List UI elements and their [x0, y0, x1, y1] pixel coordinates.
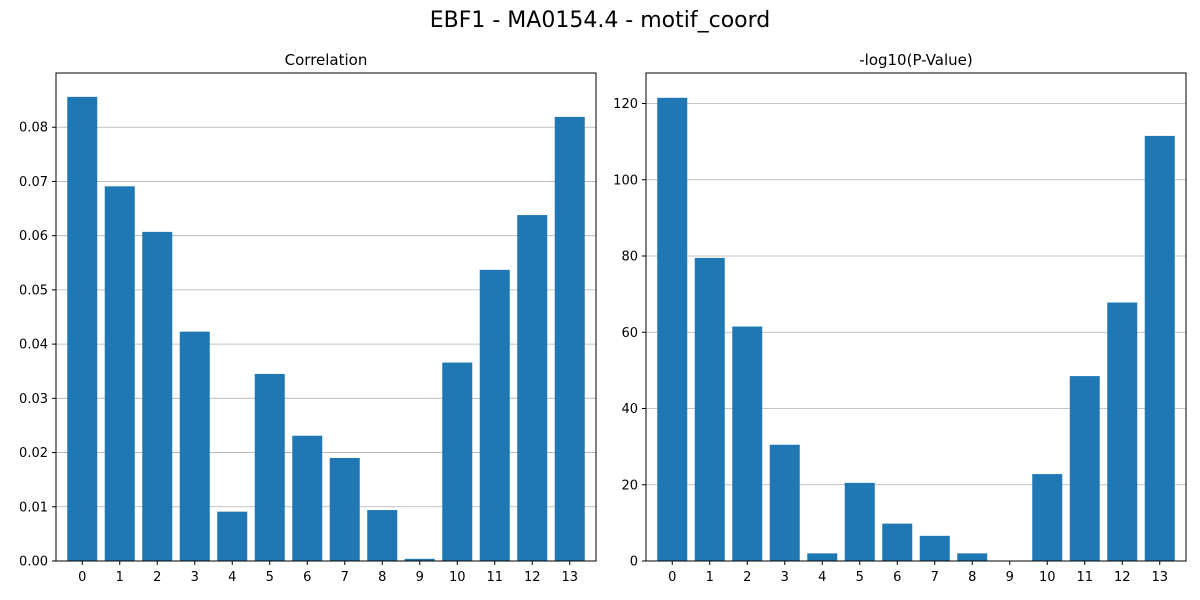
bar-5 [844, 482, 875, 561]
x-tick-label: 7 [931, 570, 939, 585]
axes-frame [645, 72, 1187, 562]
bar-6 [292, 435, 323, 561]
x-tick-label: 9 [1006, 570, 1014, 585]
y-tick-label: 0.04 [19, 338, 48, 353]
x-tick-label: 5 [856, 570, 864, 585]
x-tick-label: 3 [781, 570, 789, 585]
x-tick-label: 11 [486, 570, 503, 585]
x-tick-label: 6 [893, 570, 901, 585]
bar-7 [329, 457, 360, 561]
chart-panel-1: 0.000.010.020.030.040.050.060.070.080 1 2 3… [19, 51, 597, 585]
y-tick-label: 0.02 [19, 446, 48, 461]
x-tick-label: 13 [561, 570, 578, 585]
x-tick-label: 1 [706, 570, 714, 585]
bar-4 [217, 511, 248, 561]
axes-frame [55, 72, 597, 562]
y-tick-label: 40 [621, 402, 638, 417]
bar-8 [367, 510, 398, 561]
y-tick-label: 0.00 [19, 555, 48, 570]
bar-2 [142, 231, 173, 562]
bar-3 [769, 444, 800, 561]
y-tick-label: 60 [621, 326, 638, 341]
y-tick-label: 0.06 [19, 229, 48, 244]
y-tick-label: 0.05 [19, 283, 48, 298]
x-tick-label: 12 [1114, 570, 1131, 585]
x-tick-label: 3 [191, 570, 199, 585]
bar-10 [442, 362, 473, 561]
bar-11 [1069, 376, 1100, 561]
bar-13 [554, 116, 585, 562]
x-tick-label: 8 [968, 570, 976, 585]
chart-title: -log10(P-Value) [859, 51, 973, 69]
bar-6 [882, 523, 913, 561]
figure-title: EBF1 - MA0154.4 - motif_coord [429, 8, 771, 33]
y-tick-label: 20 [621, 478, 638, 493]
x-tick-label: 8 [378, 570, 386, 585]
x-tick-label: 6 [303, 570, 311, 585]
bar-0 [657, 97, 688, 561]
y-tick-label: 100 [613, 173, 638, 188]
x-tick-label: 2 [743, 570, 751, 585]
x-tick-label: 7 [341, 570, 349, 585]
bar-9 [404, 558, 435, 561]
bar-11 [479, 269, 510, 561]
x-tick-label: 4 [818, 570, 826, 585]
x-tick-label: 9 [416, 570, 424, 585]
bar-2 [732, 326, 763, 561]
x-tick-label: 10 [449, 570, 466, 585]
x-tick-label: 11 [1076, 570, 1093, 585]
bar-1 [694, 257, 725, 561]
x-tick-label: 0 [78, 570, 86, 585]
bar-12 [1107, 302, 1138, 561]
bar-8 [957, 553, 988, 561]
bar-4 [807, 553, 838, 561]
x-tick-label: 1 [116, 570, 124, 585]
chart-title: Correlation [285, 51, 368, 69]
x-tick-label: 12 [524, 570, 541, 585]
y-tick-label: 120 [613, 97, 638, 112]
bar-7 [919, 535, 950, 561]
bar-5 [254, 373, 285, 561]
bar-0 [67, 96, 98, 561]
bar-10 [1032, 474, 1063, 561]
bar-12 [517, 215, 548, 561]
y-tick-label: 0.03 [19, 392, 48, 407]
y-tick-label: 0.01 [19, 500, 48, 515]
x-tick-label: 2 [153, 570, 161, 585]
y-tick-label: 0.07 [19, 175, 48, 190]
bar-3 [179, 331, 210, 561]
x-tick-label: 5 [266, 570, 274, 585]
y-tick-label: 0 [630, 555, 638, 570]
x-tick-label: 0 [668, 570, 676, 585]
x-tick-label: 13 [1151, 570, 1168, 585]
y-tick-label: 0.08 [19, 121, 48, 136]
y-tick-label: 80 [621, 250, 638, 265]
x-tick-label: 10 [1039, 570, 1056, 585]
x-tick-label: 4 [228, 570, 236, 585]
bar-1 [104, 186, 135, 561]
bar-13 [1144, 135, 1175, 561]
